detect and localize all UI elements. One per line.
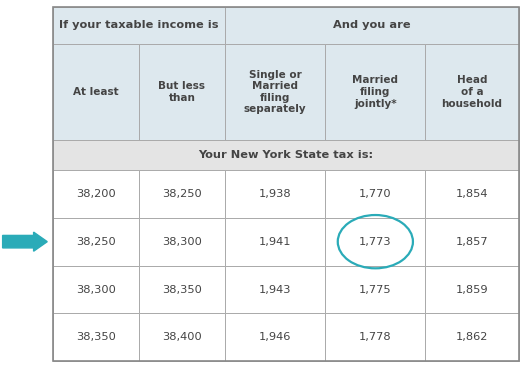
Bar: [225, 44, 325, 140]
Bar: [425, 314, 519, 361]
Text: 1,770: 1,770: [359, 189, 392, 199]
Text: 1,862: 1,862: [456, 332, 488, 343]
Bar: [139, 314, 225, 361]
Bar: [325, 44, 425, 140]
Text: If your taxable income is: If your taxable income is: [59, 20, 218, 31]
Bar: [425, 170, 519, 218]
Text: Your New York State tax is:: Your New York State tax is:: [198, 150, 373, 160]
Bar: [225, 266, 325, 314]
Bar: [325, 314, 425, 361]
Text: 38,300: 38,300: [162, 237, 202, 247]
Bar: [325, 266, 425, 314]
Bar: [52, 314, 139, 361]
Text: Head
of a
household: Head of a household: [442, 75, 502, 109]
Text: 38,400: 38,400: [162, 332, 202, 343]
Bar: [52, 170, 139, 218]
FancyArrow shape: [3, 232, 47, 251]
Text: 38,200: 38,200: [76, 189, 116, 199]
Text: 38,350: 38,350: [76, 332, 116, 343]
Bar: [425, 218, 519, 266]
Bar: [225, 7, 519, 44]
Text: Married
filing
jointly*: Married filing jointly*: [352, 75, 398, 109]
Text: 1,946: 1,946: [259, 332, 291, 343]
Text: 38,300: 38,300: [76, 284, 116, 294]
Bar: [425, 266, 519, 314]
Text: 1,773: 1,773: [359, 237, 392, 247]
Text: 38,250: 38,250: [162, 189, 202, 199]
Text: But less
than: But less than: [159, 81, 205, 103]
Text: 1,778: 1,778: [359, 332, 392, 343]
Bar: [52, 218, 139, 266]
Bar: [325, 218, 425, 266]
Bar: [52, 266, 139, 314]
Text: And you are: And you are: [333, 20, 411, 31]
Bar: [52, 44, 139, 140]
Bar: [225, 314, 325, 361]
Bar: [139, 266, 225, 314]
Bar: [139, 170, 225, 218]
Text: 38,250: 38,250: [76, 237, 116, 247]
Bar: [52, 140, 519, 170]
Bar: [325, 170, 425, 218]
Text: 1,775: 1,775: [359, 284, 392, 294]
Bar: [225, 170, 325, 218]
Bar: [52, 7, 225, 44]
Text: 38,350: 38,350: [162, 284, 202, 294]
Bar: [139, 218, 225, 266]
Text: 1,857: 1,857: [456, 237, 488, 247]
Text: 1,941: 1,941: [259, 237, 291, 247]
Bar: [139, 44, 225, 140]
Text: 1,938: 1,938: [259, 189, 291, 199]
Text: 1,859: 1,859: [456, 284, 488, 294]
Text: At least: At least: [73, 87, 119, 97]
Bar: [225, 218, 325, 266]
Bar: [425, 44, 519, 140]
Text: Single or
Married
filing
separately: Single or Married filing separately: [244, 70, 307, 114]
Text: 1,943: 1,943: [259, 284, 291, 294]
Text: 1,854: 1,854: [456, 189, 488, 199]
Bar: [52, 7, 519, 361]
